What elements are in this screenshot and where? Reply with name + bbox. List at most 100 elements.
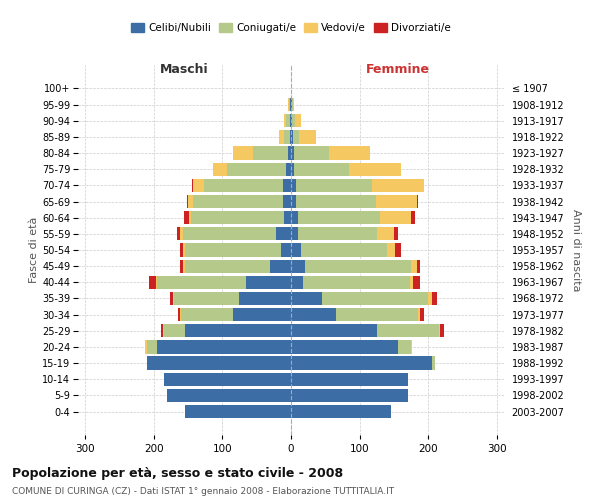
Bar bbox=[293, 130, 299, 143]
Bar bbox=[164, 372, 291, 386]
Y-axis label: Fasce di età: Fasce di età bbox=[29, 217, 39, 283]
Bar bbox=[288, 98, 289, 111]
Bar bbox=[179, 260, 183, 273]
Bar bbox=[295, 114, 301, 128]
Bar bbox=[145, 340, 147, 353]
Bar bbox=[295, 146, 329, 160]
Bar bbox=[289, 98, 290, 111]
Bar bbox=[233, 146, 253, 160]
Bar bbox=[253, 146, 287, 160]
Bar bbox=[157, 340, 291, 353]
Bar bbox=[291, 146, 295, 160]
Bar bbox=[296, 195, 376, 208]
Bar bbox=[283, 195, 291, 208]
Bar bbox=[170, 292, 173, 305]
Bar bbox=[411, 340, 412, 353]
Bar bbox=[305, 260, 411, 273]
Legend: Celibi/Nubili, Coniugati/e, Vedovi/e, Divorziati/e: Celibi/Nubili, Coniugati/e, Vedovi/e, Di… bbox=[127, 18, 455, 37]
Bar bbox=[304, 276, 410, 289]
Bar bbox=[184, 211, 190, 224]
Text: COMUNE DI CURINGA (CZ) - Dati ISTAT 1° gennaio 2008 - Elaborazione TUTTITALIA.IT: COMUNE DI CURINGA (CZ) - Dati ISTAT 1° g… bbox=[12, 488, 394, 496]
Bar bbox=[291, 276, 304, 289]
Bar bbox=[177, 227, 181, 240]
Bar bbox=[174, 292, 239, 305]
Bar bbox=[291, 372, 408, 386]
Bar bbox=[204, 179, 283, 192]
Bar bbox=[164, 324, 185, 338]
Bar bbox=[428, 292, 432, 305]
Bar bbox=[190, 211, 191, 224]
Bar bbox=[247, 276, 291, 289]
Bar bbox=[432, 292, 437, 305]
Bar bbox=[417, 195, 418, 208]
Bar bbox=[291, 389, 408, 402]
Text: Popolazione per età, sesso e stato civile - 2008: Popolazione per età, sesso e stato civil… bbox=[12, 468, 343, 480]
Bar bbox=[349, 162, 401, 176]
Bar bbox=[398, 340, 411, 353]
Bar bbox=[440, 324, 443, 338]
Bar bbox=[286, 114, 290, 128]
Bar bbox=[185, 260, 271, 273]
Bar bbox=[301, 244, 387, 256]
Bar bbox=[411, 260, 417, 273]
Bar bbox=[394, 227, 398, 240]
Bar bbox=[291, 227, 298, 240]
Bar bbox=[193, 179, 204, 192]
Bar bbox=[291, 195, 296, 208]
Bar bbox=[187, 195, 188, 208]
Bar bbox=[149, 276, 155, 289]
Bar bbox=[183, 260, 185, 273]
Bar bbox=[329, 146, 370, 160]
Bar bbox=[183, 227, 276, 240]
Bar bbox=[372, 179, 424, 192]
Bar bbox=[278, 130, 284, 143]
Bar bbox=[322, 292, 428, 305]
Bar bbox=[185, 324, 291, 338]
Y-axis label: Anni di nascita: Anni di nascita bbox=[571, 209, 581, 291]
Bar bbox=[214, 162, 227, 176]
Text: Femmine: Femmine bbox=[365, 62, 430, 76]
Bar bbox=[157, 276, 247, 289]
Bar bbox=[284, 114, 286, 128]
Text: Maschi: Maschi bbox=[160, 62, 209, 76]
Bar bbox=[287, 146, 291, 160]
Bar bbox=[291, 211, 298, 224]
Bar bbox=[291, 130, 293, 143]
Bar bbox=[380, 211, 411, 224]
Bar bbox=[161, 324, 163, 338]
Bar bbox=[286, 162, 291, 176]
Bar bbox=[191, 211, 284, 224]
Bar bbox=[291, 244, 301, 256]
Bar bbox=[376, 195, 417, 208]
Bar bbox=[292, 98, 293, 111]
Bar bbox=[284, 211, 291, 224]
Bar bbox=[295, 162, 349, 176]
Bar bbox=[284, 130, 290, 143]
Bar bbox=[291, 260, 305, 273]
Bar bbox=[281, 244, 291, 256]
Bar bbox=[291, 114, 292, 128]
Bar bbox=[185, 405, 291, 418]
Bar bbox=[413, 276, 420, 289]
Bar bbox=[298, 227, 377, 240]
Bar bbox=[147, 356, 291, 370]
Bar bbox=[290, 98, 291, 111]
Bar bbox=[283, 179, 291, 192]
Bar bbox=[155, 276, 157, 289]
Bar bbox=[291, 98, 292, 111]
Bar bbox=[395, 244, 401, 256]
Bar bbox=[227, 162, 286, 176]
Bar bbox=[181, 308, 233, 321]
Bar bbox=[335, 308, 418, 321]
Bar bbox=[233, 308, 291, 321]
Bar bbox=[163, 324, 164, 338]
Bar bbox=[291, 324, 377, 338]
Bar bbox=[181, 227, 183, 240]
Bar bbox=[290, 130, 291, 143]
Bar bbox=[192, 179, 193, 192]
Bar bbox=[291, 179, 296, 192]
Bar bbox=[183, 244, 185, 256]
Bar bbox=[298, 211, 380, 224]
Bar bbox=[178, 308, 179, 321]
Bar bbox=[432, 356, 435, 370]
